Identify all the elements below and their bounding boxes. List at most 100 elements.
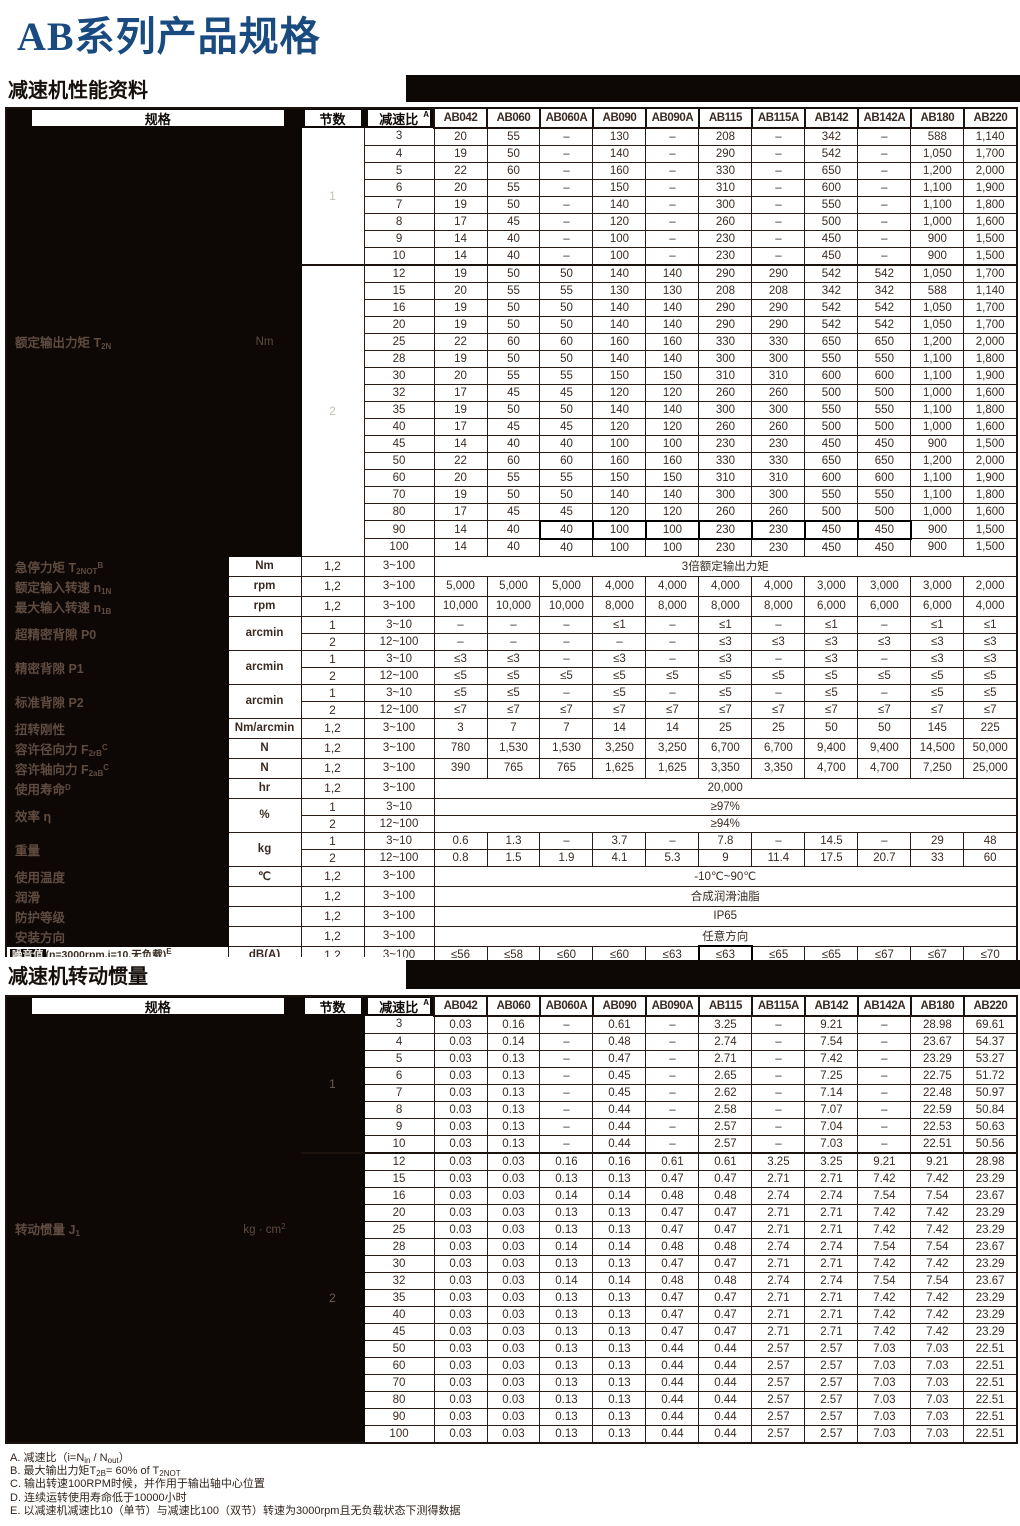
header-row: 规格 节数 减速比 A AB042 AB060 AB060A AB090 AB090A AB115… [5, 995, 1019, 1017]
value-cell: 2.57 [751, 1339, 806, 1358]
value-cell: 208 [751, 281, 806, 300]
value-cell: 6,000 [857, 595, 912, 617]
value-cell: – [645, 246, 700, 265]
value-cell: 0.03 [433, 1254, 488, 1273]
value-cell: 3.7 [592, 831, 647, 850]
ratio-cell: 16 [363, 298, 435, 317]
spec-label: 超精密背隙 P0 [5, 615, 229, 651]
value-cell: 1,100 [910, 468, 965, 487]
value-cell: 230 [698, 434, 753, 453]
stages-header-cell: 节数 [300, 107, 365, 128]
value-cell: ≤7 [963, 700, 1018, 719]
value-cell: 260 [698, 212, 753, 231]
value-cell: 2.71 [751, 1220, 806, 1239]
value-cell: 7.03 [857, 1390, 912, 1409]
table-row: 30 0.03 0.03 0.13 0.13 0.47 0.47 2.71 2.71 7.42 7.… [6, 1254, 1018, 1273]
value-cell: 140 [592, 298, 647, 317]
value-cell: ≤3 [857, 632, 912, 651]
value-cell: – [751, 1066, 806, 1085]
stage-cell: 1,2 [300, 737, 365, 759]
value-cell: 7.03 [857, 1339, 912, 1358]
value-cell: 7.03 [910, 1407, 965, 1426]
value-cell: 260 [751, 502, 806, 521]
value-cell: 17 [433, 212, 488, 231]
value-cell: ≤3 [804, 649, 859, 668]
table-row: 80 17 45 45 120 120 260 260 500 500 1,000 1,600 [6, 502, 1018, 521]
value-cell: 22.51 [910, 1134, 965, 1153]
value-cell: 230 [751, 434, 806, 453]
model-header: AB042 [433, 107, 488, 129]
value-cell: 140 [592, 144, 647, 163]
value-cell: 4,000 [698, 575, 753, 597]
value-cell: 0.13 [592, 1424, 647, 1443]
value-cell: 342 [804, 281, 859, 300]
value-cell: 7.54 [857, 1237, 912, 1256]
footnote-line: A. 减速比（i=Nin / Nout） [10, 1452, 130, 1465]
value-cell: 2.71 [751, 1322, 806, 1341]
value-cell: 1.5 [486, 848, 541, 867]
value-cell: 160 [592, 332, 647, 351]
ratio-cell: 3~100 [363, 865, 435, 887]
value-cell: – [539, 161, 594, 180]
value-cell: 330 [698, 451, 753, 470]
value-cell: 1,500 [963, 229, 1018, 248]
spec-label: 扭转刚性 [5, 717, 229, 739]
table-row: 2 12 0.03 0.03 0.16 0.16 0.61 0.61 3.25 3.25 9.21 9… [6, 1151, 1018, 1443]
value-cell: 0.03 [433, 1390, 488, 1409]
value-cell: 8,000 [592, 595, 647, 617]
value-cell: 0.03 [433, 1203, 488, 1222]
value-cell: ≤1 [963, 615, 1018, 634]
value-cell: 2,000 [963, 161, 1018, 180]
value-cell: 11.4 [751, 848, 806, 867]
value-cell: 0.13 [486, 1134, 541, 1153]
value-cell: ≤1 [804, 615, 859, 634]
ratio-cell: 9 [363, 1117, 435, 1136]
value-cell: ≤5 [963, 683, 1018, 702]
value-cell: 14 [433, 538, 488, 557]
value-cell: 0.14 [539, 1271, 594, 1290]
value-cell: 40 [486, 434, 541, 453]
value-cell: 2.71 [804, 1288, 859, 1307]
value-cell: 0.13 [592, 1254, 647, 1273]
value-cell: 500 [857, 417, 912, 436]
value-cell: 550 [857, 400, 912, 419]
value-cell: ≤5 [804, 666, 859, 685]
table-row: 16 0.03 0.03 0.14 0.14 0.48 0.48 2.74 2.74 7.54 7.… [6, 1186, 1018, 1205]
table-row: 2 12 19 50 50 140 140 290 290 542 542 1,050 1,700 [6, 263, 1018, 557]
table-row: 精密背隙 P1 arcmin 1 3~10 ≤3 ≤3– ≤3– ≤3– ≤3– ≤3 ≤3 [5, 649, 1018, 685]
value-cell: 1,050 [910, 298, 965, 317]
ratio-cell: 3~100 [363, 905, 435, 927]
value-cell: 230 [698, 246, 753, 265]
value-cell: 28.98 [910, 1015, 965, 1034]
value-cell: 2.74 [751, 1271, 806, 1290]
value-cell: 588 [910, 127, 965, 146]
value-cell: 4.1 [592, 848, 647, 867]
value-cell: 260 [698, 502, 753, 521]
value-cell: 330 [698, 161, 753, 180]
unit-cell: rpm [227, 595, 302, 617]
value-cell: – [433, 632, 488, 651]
value-cell: 1,100 [910, 349, 965, 368]
value-cell: 140 [592, 400, 647, 419]
value-cell: 450 [804, 538, 859, 557]
ratio-cell: 3 [363, 1015, 435, 1034]
ratio-cell: 8 [363, 1100, 435, 1119]
ratio-cell: 12~100 [363, 632, 435, 651]
value-cell: – [751, 229, 806, 248]
value-cell: ≤5 [486, 666, 541, 685]
value-cell: 0.44 [698, 1390, 753, 1409]
value-cell: 4,000 [592, 575, 647, 597]
value-cell: – [539, 1083, 594, 1102]
value-cell: – [539, 615, 594, 634]
merged-value: ≥97% [433, 797, 1018, 816]
value-cell: 0.03 [433, 1373, 488, 1392]
value-cell: 5,000 [486, 575, 541, 597]
value-cell: 2.57 [804, 1407, 859, 1426]
spec-header-pill: 规格 [32, 110, 284, 127]
value-cell: 7.03 [857, 1373, 912, 1392]
ratio-cell: 3~10 [363, 831, 435, 850]
value-cell: 55 [486, 178, 541, 197]
table-row: 2 12~100 ≤5 ≤5 ≤5 ≤5 ≤5 ≤5 ≤5 ≤5 ≤5 ≤5 ≤5 [6, 666, 1018, 685]
ratio-cell: 3~100 [363, 575, 435, 597]
table-row: 转动惯量 J1 kg · cm2 1 3 0.03 0.16–0.61–3.25–9.21… [5, 1015, 1018, 1443]
